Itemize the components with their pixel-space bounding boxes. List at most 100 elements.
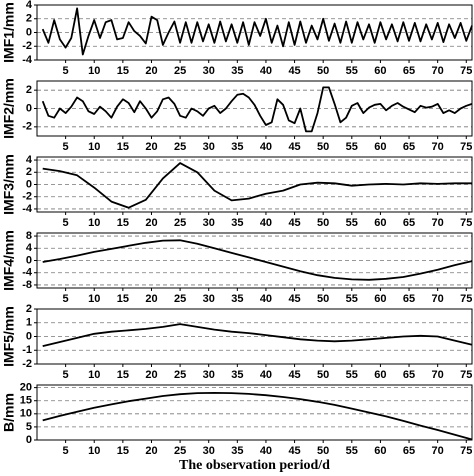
x-tick-label: 35 [231,445,243,457]
x-tick-label: 5 [63,217,69,229]
x-tick-label: 15 [117,293,129,305]
y-tick-label: -2 [22,40,32,52]
x-tick-label: 55 [346,65,358,77]
y-tick-label: 5 [26,421,32,433]
y-tick-label: -2 [22,121,32,133]
x-tick-label: 15 [117,65,129,77]
x-tick-label: 30 [203,293,215,305]
x-tick-label: 55 [346,141,358,153]
x-tick-label: 10 [88,65,100,77]
y-tick-label: -1 [22,344,32,356]
y-tick-label: 4 [26,0,33,11]
x-tick-label: 45 [288,141,300,153]
x-tick-label: 65 [403,217,415,229]
data-line [41,7,473,56]
y-tick-label: -4 [22,203,33,215]
x-tick-label: 55 [346,445,358,457]
x-tick-label: 10 [88,141,100,153]
x-tick-label: 30 [203,65,215,77]
y-tick-label: 0 [26,254,32,266]
x-tick-label: 20 [145,217,157,229]
x-tick-label: 40 [260,293,272,305]
data-line [42,239,473,281]
x-tick-label: 70 [432,141,444,153]
x-tick-label: 25 [174,293,186,305]
x-tick-label: 70 [432,445,444,457]
x-tick-label: 40 [260,65,272,77]
x-tick-label: 65 [403,65,415,77]
x-tick-label: 55 [346,293,358,305]
x-tick-label: 75 [460,445,472,457]
x-tick-label: 60 [374,65,386,77]
x-tick-label: 5 [63,65,69,77]
plot-frame [36,232,473,289]
x-tick-label: 65 [403,141,415,153]
y-tick-label: -2 [22,191,32,203]
x-tick-label: 70 [432,293,444,305]
y-tick-label: 2 [26,303,32,315]
y-tick-label: 20 [20,382,32,394]
y-axis-label: IMF3/mm [1,154,17,215]
x-tick-label: 50 [317,141,329,153]
x-tick-label: 50 [317,293,329,305]
x-tick-label: 45 [288,217,300,229]
y-tick-label: 2 [26,166,32,178]
x-tick-label: 75 [460,65,472,77]
x-tick-label: 20 [145,445,157,457]
x-tick-label: 20 [145,141,157,153]
x-tick-label: 60 [374,217,386,229]
plot-frame [36,308,473,365]
x-tick-label: 75 [460,369,472,381]
x-tick-label: 10 [88,369,100,381]
x-tick-label: 45 [288,445,300,457]
x-tick-label: 60 [374,369,386,381]
x-tick-label: 30 [203,369,215,381]
x-tick-label: 10 [88,217,100,229]
x-tick-label: 10 [88,293,100,305]
x-tick-label: 15 [117,141,129,153]
y-tick-label: 0 [26,330,32,342]
plot-frame [36,156,473,213]
y-tick-label: 4 [26,242,33,254]
y-tick-label: -8 [22,279,32,291]
x-tick-label: 50 [317,217,329,229]
x-tick-label: 45 [288,369,300,381]
x-axis-label: The observation period/d [179,458,330,473]
x-tick-label: 35 [231,65,243,77]
data-line [41,86,473,133]
x-tick-label: 65 [403,369,415,381]
y-tick-label: 0 [26,102,32,114]
data-line [42,162,472,209]
x-tick-label: 25 [174,369,186,381]
x-tick-label: 25 [174,445,186,457]
x-tick-label: 40 [260,217,272,229]
y-tick-label: 0 [26,434,32,446]
x-tick-label: 35 [231,293,243,305]
x-tick-label: 70 [432,217,444,229]
y-tick-label: 2 [26,13,32,25]
x-tick-label: 5 [63,445,69,457]
x-tick-label: 35 [231,369,243,381]
y-tick-label: 8 [26,230,32,242]
x-tick-label: 40 [260,445,272,457]
x-tick-label: 35 [231,217,243,229]
plot-frame [36,384,473,441]
y-tick-label: 10 [20,408,32,420]
y-axis-label: IMF1/mm [1,2,17,63]
x-tick-label: 75 [460,141,472,153]
x-tick-label: 40 [260,141,272,153]
y-axis-label: IMF4/mm [1,230,17,291]
y-axis-label: IMF2/mm [1,78,17,139]
x-tick-label: 5 [63,141,69,153]
x-tick-label: 75 [460,217,472,229]
y-tick-label: 4 [26,154,33,166]
x-tick-label: 20 [145,369,157,381]
y-tick-label: 0 [26,178,32,190]
x-tick-label: 70 [432,65,444,77]
x-tick-label: 65 [403,445,415,457]
x-tick-label: 15 [117,369,129,381]
x-tick-label: 60 [374,445,386,457]
y-tick-label: 2 [26,84,32,96]
x-tick-label: 35 [231,141,243,153]
plot-frame [36,4,473,61]
